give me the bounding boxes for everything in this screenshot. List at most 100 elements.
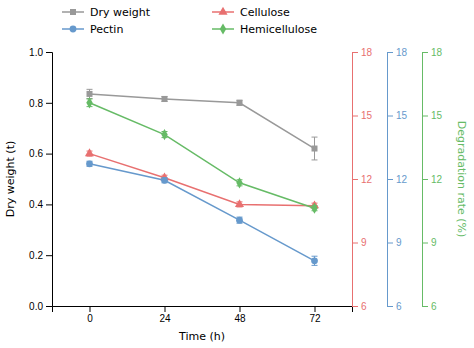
error-bar [87,161,93,166]
tick-label: 18 [431,47,443,58]
point [86,97,92,108]
y2-axis-title: Degradation rate (%) [455,121,468,238]
tick: 9 [422,237,437,248]
tick-mark [387,52,393,53]
tick: 12 [422,174,443,185]
point [236,217,243,224]
point [312,146,318,152]
tick: 0.2 [29,250,52,261]
tick-label: 0.0 [29,301,43,312]
tick-mark [422,52,428,53]
tick-mark [46,255,52,256]
error-bar [162,96,168,101]
tick-label: 0.4 [29,199,43,210]
tick-mark [387,116,393,117]
tick-label: 48 [234,313,246,324]
legend: Dry weightCellulosePectinHemicellulose [62,6,317,36]
point [162,96,168,102]
error-bar [237,100,243,105]
legend-item: Cellulose [212,6,290,19]
point [311,257,318,264]
tick: 15 [387,110,408,121]
tick: 0.0 [29,301,52,312]
tick-label: 15 [431,110,443,121]
tick: 12 [387,174,408,185]
tick: 48 [234,306,246,324]
point [236,177,242,188]
tick-mark [46,52,52,53]
tick-mark [90,306,91,312]
tick-mark [46,103,52,104]
point [85,148,94,156]
tick: 9 [387,237,402,248]
tick-label: 72 [309,313,321,324]
tick-mark [352,243,358,244]
tick-label: 6 [431,301,437,312]
point [161,129,167,140]
tick-mark [422,116,428,117]
point [311,203,317,214]
y2-axis-line [388,53,394,307]
y2-axis: 6 9 12 15 18 [352,47,373,312]
tick-mark [387,179,393,180]
tick: 0.8 [29,98,52,109]
tick: 72 [309,306,321,324]
tick-label: 12 [361,174,373,185]
tick-mark [352,179,358,180]
y2-axis: 6 9 12 15 18 [422,47,443,312]
tick-mark [315,306,316,312]
tick-label: 9 [431,237,437,248]
tick-mark [387,306,393,307]
tick: 6 [387,301,402,312]
y2-axis-line [353,53,359,307]
tick-label: 12 [431,174,443,185]
tick-label: 12 [396,174,408,185]
plot: 02448720.00.20.40.60.81.0691215186912151… [4,47,468,343]
y2-axis-line [423,53,429,307]
line [90,164,315,261]
legend-symbol [70,9,76,15]
tick: 0 [87,306,93,324]
tick: 18 [387,47,408,58]
tick-label: 9 [396,237,402,248]
series [86,97,317,214]
x-axis-line [53,307,353,313]
tick-label: 15 [396,110,408,121]
tick-label: 9 [361,237,367,248]
tick-mark [46,154,52,155]
tick-label: 18 [396,47,408,58]
legend-item: Pectin [62,23,123,36]
legend-symbol [70,26,77,33]
marks [85,89,319,265]
y2-axis: 6 9 12 15 18 [387,47,408,312]
series [87,89,318,160]
error-bar [312,137,318,160]
tick-mark [422,179,428,180]
tick-mark [240,306,241,312]
error-bar [237,217,243,223]
y-axis-line [46,53,53,307]
tick: 12 [352,174,373,185]
error-bar [162,178,168,183]
tick-label: 24 [159,313,171,324]
tick: 0.4 [29,199,52,210]
tick-label: 1.0 [29,47,43,58]
tick-label: 18 [361,47,373,58]
tick-mark [352,52,358,53]
y-axis-title: Dry weight (t) [4,141,17,217]
tick-mark [387,243,393,244]
line [90,94,315,149]
tick-mark [46,204,52,205]
error-bar [87,89,93,98]
point [237,100,243,106]
tick-label: 6 [361,301,367,312]
legend-symbol [218,7,227,15]
tick-mark [422,306,428,307]
tick-mark [352,306,358,307]
tick: 15 [352,110,373,121]
x-axis: 0 24 48 72 [53,306,353,324]
tick-mark [165,306,166,312]
legend-label: Pectin [90,23,123,36]
tick: 6 [422,301,437,312]
series [85,148,319,208]
